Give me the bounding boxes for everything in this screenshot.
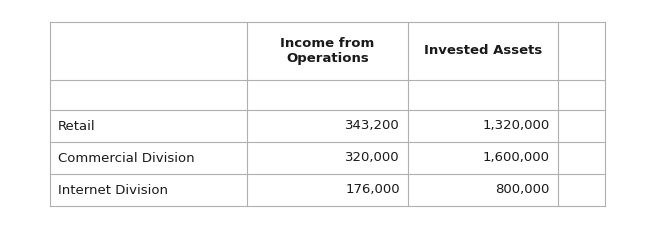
Text: 1,600,000: 1,600,000 — [483, 151, 550, 164]
Text: Invested Assets: Invested Assets — [424, 45, 542, 58]
Text: Commercial Division: Commercial Division — [58, 151, 195, 164]
Text: Income from
Operations: Income from Operations — [281, 37, 374, 65]
Text: 320,000: 320,000 — [345, 151, 400, 164]
Text: 176,000: 176,000 — [345, 184, 400, 196]
Text: Internet Division: Internet Division — [58, 184, 168, 196]
Text: 800,000: 800,000 — [495, 184, 550, 196]
Text: 343,200: 343,200 — [345, 119, 400, 133]
Text: 1,320,000: 1,320,000 — [482, 119, 550, 133]
Text: Retail: Retail — [58, 119, 96, 133]
